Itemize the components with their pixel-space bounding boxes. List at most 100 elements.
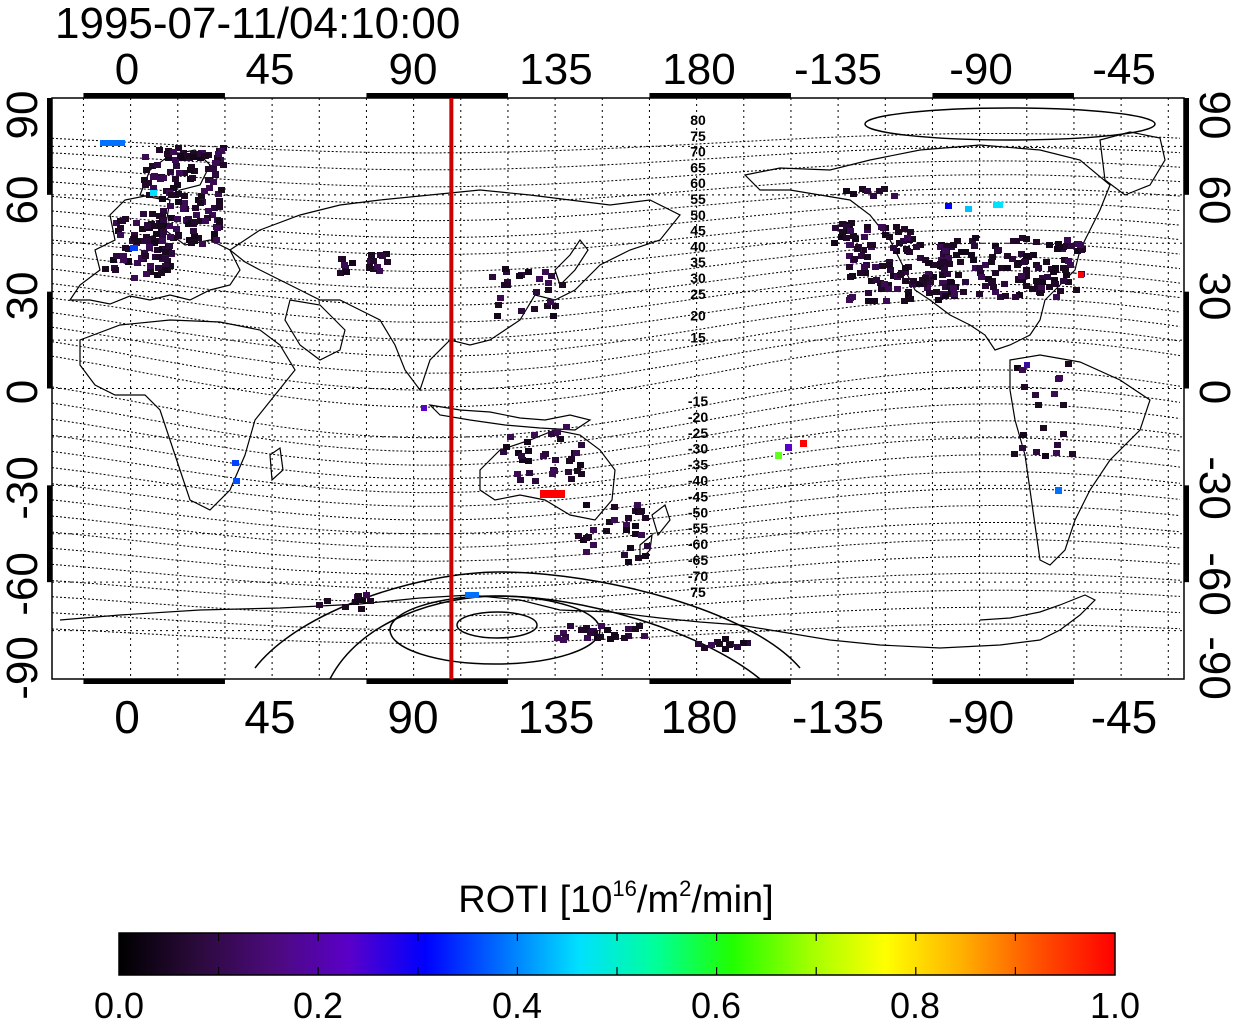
roti-cell [211, 231, 218, 237]
roti-cell [162, 256, 169, 262]
roti-cell [150, 185, 157, 191]
roti-cell [876, 188, 883, 194]
roti-cell [175, 191, 182, 197]
roti-cell [607, 636, 614, 642]
roti-cell [885, 282, 892, 288]
contour-label-south: 75 [690, 584, 706, 600]
roti-cell [883, 298, 890, 304]
roti-cell [174, 182, 181, 188]
roti-cell [191, 233, 198, 239]
roti-cell [210, 179, 217, 185]
roti-cell [695, 641, 702, 647]
roti-cell [976, 265, 983, 271]
roti-cell [1035, 265, 1042, 271]
roti-cell [627, 545, 634, 551]
roti-cell [872, 264, 879, 270]
roti-cell [722, 636, 729, 642]
roti-cell [800, 440, 807, 447]
lon-tick-top-m135: -135 [794, 45, 882, 94]
roti-cell [864, 224, 871, 230]
roti-cell [383, 251, 390, 257]
roti-cell [1030, 252, 1037, 258]
roti-cell [170, 149, 177, 155]
roti-cell [1061, 257, 1068, 263]
roti-cell [1038, 285, 1045, 291]
roti-cell [722, 646, 729, 652]
roti-cell [832, 225, 839, 231]
roti-cell [554, 635, 561, 641]
lat-tick-right-30: 30 [1190, 272, 1239, 321]
lon-tick-bottom-m45: -45 [1091, 691, 1157, 743]
roti-cell [176, 170, 183, 176]
contour-label-north: 55 [690, 191, 706, 207]
roti-cell [611, 632, 618, 638]
roti-cell [142, 253, 149, 259]
antarctica-outline [59, 594, 1097, 649]
border-bar-bottom [366, 679, 508, 684]
roti-cell [1019, 277, 1026, 283]
colorbar-tick-labels: 0.0 0.2 0.4 0.6 0.8 1.0 [94, 985, 1140, 1024]
colorbar-tick-5: 1.0 [1090, 985, 1140, 1024]
roti-cell [1015, 277, 1022, 283]
roti-cell [206, 185, 213, 191]
border-bar-bottom [932, 679, 1074, 684]
roti-cell [1054, 246, 1061, 252]
roti-cell [1063, 243, 1070, 249]
roti-cell [212, 171, 219, 177]
roti-cell [202, 218, 209, 224]
roti-cell [376, 268, 383, 274]
roti-cell [1040, 425, 1047, 431]
contour-label-north: 30 [690, 270, 706, 286]
roti-cell [843, 235, 850, 241]
contour-line [52, 471, 1181, 521]
roti-cell [930, 262, 937, 268]
roti-cell [421, 405, 427, 411]
roti-cell [150, 190, 157, 196]
roti-cell [846, 253, 853, 259]
roti-cell [935, 297, 942, 303]
lon-tick-top-0: 0 [115, 45, 139, 94]
lon-tick-top-90: 90 [389, 45, 438, 94]
roti-cell [197, 218, 204, 224]
contour-line [52, 311, 1181, 374]
roti-cell [192, 205, 199, 211]
contour-line [52, 229, 1181, 272]
contour-label-south: -70 [688, 568, 708, 584]
border-bar-top [83, 93, 225, 98]
roti-cell [901, 298, 908, 304]
roti-cell [977, 270, 984, 276]
roti-cell [568, 456, 575, 462]
roti-cell [146, 244, 153, 250]
lon-tick-top-135: 135 [519, 45, 592, 94]
roti-cell [701, 645, 708, 651]
border-bar-bottom [649, 679, 791, 684]
contour-line [52, 187, 1181, 222]
roti-cell [112, 267, 119, 273]
lat-tick-right-60: 60 [1190, 176, 1239, 225]
roti-cell [173, 226, 180, 232]
right-latitude-labels: 90 60 30 0 -30 -60 -90 [1190, 91, 1239, 700]
roti-cell [1016, 292, 1023, 298]
roti-cell [147, 269, 154, 275]
roti-cell [352, 599, 359, 605]
roti-cell [567, 623, 574, 629]
roti-cell [142, 182, 149, 188]
roti-cell [563, 424, 570, 430]
roti-cell [133, 220, 140, 226]
lon-tick-bottom-180: 180 [661, 691, 738, 743]
roti-cell [992, 270, 999, 276]
roti-cell [847, 274, 854, 280]
roti-cell [139, 226, 146, 232]
roti-cell [1020, 432, 1027, 438]
roti-cell [370, 266, 377, 272]
roti-cell [165, 148, 172, 154]
roti-cell [168, 250, 175, 256]
roti-cell [542, 269, 549, 275]
roti-cell [635, 555, 642, 561]
border-bar-right [1184, 98, 1189, 195]
lat-tick-left-m60: -60 [0, 552, 47, 616]
roti-cell [189, 175, 196, 181]
roti-cell [897, 272, 904, 278]
roti-cell [167, 234, 174, 240]
roti-cell [1078, 272, 1084, 278]
